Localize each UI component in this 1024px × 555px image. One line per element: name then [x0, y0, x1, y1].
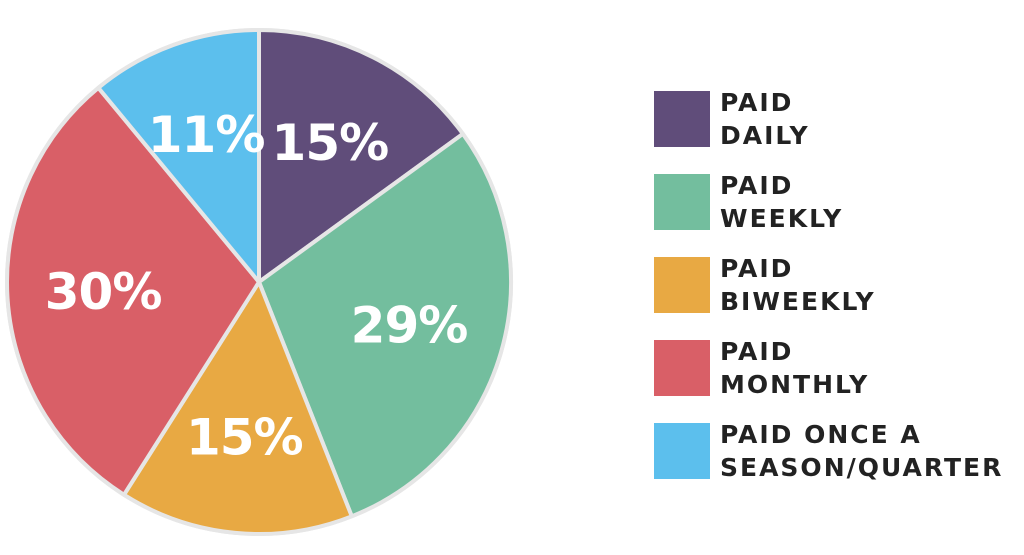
- pie-slice-3: [5, 85, 261, 497]
- slice-label-4: 11%: [148, 106, 265, 164]
- legend-item-2: PAID BIWEEKLY: [654, 252, 876, 318]
- legend-item-4: PAID ONCE A SEASON/QUARTER: [654, 418, 1003, 484]
- pie-slice-0: [257, 28, 465, 284]
- pie-slice-1: [257, 131, 513, 519]
- pie-slice-4: [96, 28, 261, 284]
- legend-label-2: PAID BIWEEKLY: [720, 254, 876, 316]
- legend-label-1: PAID WEEKLY: [720, 171, 844, 233]
- legend-label-0: PAID DAILY: [720, 88, 810, 150]
- pie-slices: [5, 28, 513, 536]
- legend-swatch-0: [654, 91, 710, 147]
- pie-chart: 15% 29% 15% 30% 11%: [5, 28, 513, 536]
- legend-item-3: PAID MONTHLY: [654, 335, 869, 401]
- slice-label-3: 30%: [45, 263, 162, 321]
- legend-item-0: PAID DAILY: [654, 86, 810, 152]
- slice-label-1: 29%: [351, 297, 468, 355]
- legend-item-1: PAID WEEKLY: [654, 169, 843, 235]
- legend-swatch-4: [654, 423, 710, 479]
- slice-label-2: 15%: [186, 409, 303, 467]
- pie-labels: 15% 29% 15% 30% 11%: [45, 106, 469, 467]
- legend-label-3: PAID MONTHLY: [720, 337, 870, 399]
- slice-label-0: 15%: [272, 114, 389, 172]
- legend-swatch-1: [654, 174, 710, 230]
- legend-swatch-3: [654, 340, 710, 396]
- legend-label-4: PAID ONCE A SEASON/QUARTER: [720, 420, 1004, 482]
- legend-swatch-2: [654, 257, 710, 313]
- pie-slice-2: [121, 280, 354, 536]
